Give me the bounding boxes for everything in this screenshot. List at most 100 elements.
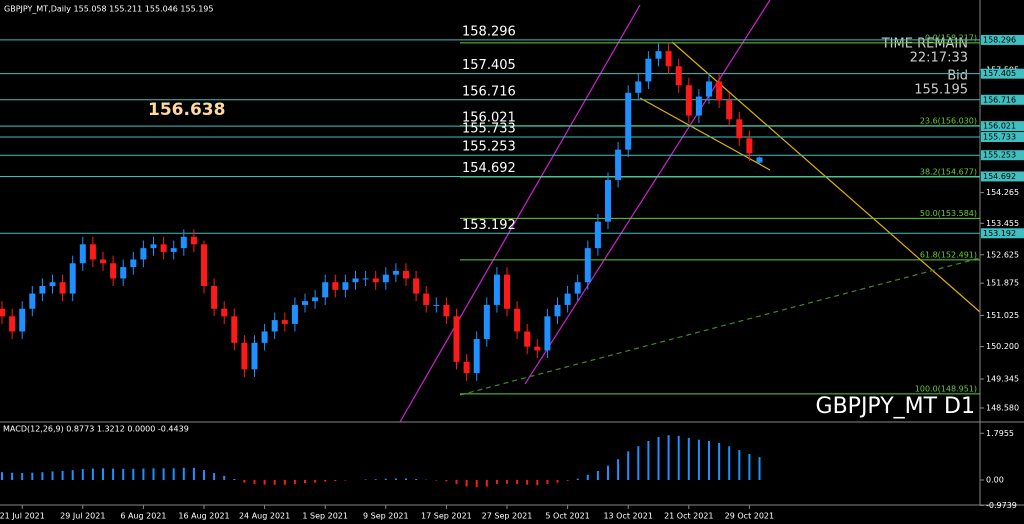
level-tag-label: 158.296 bbox=[983, 35, 1016, 44]
candle-body bbox=[140, 248, 147, 260]
candle-body bbox=[362, 278, 369, 280]
level-label: 153.192 bbox=[462, 218, 516, 233]
x-tick-label: 17 Sep 2021 bbox=[421, 512, 472, 521]
info-text: 155.195 bbox=[914, 83, 968, 98]
level-label: 157.405 bbox=[462, 58, 516, 73]
level-tag bbox=[981, 150, 1024, 161]
y-tick-label: 148.580 bbox=[986, 403, 1019, 412]
candle-body bbox=[736, 119, 743, 139]
y-tick-label: 149.345 bbox=[986, 375, 1019, 384]
x-tick-label: 27 Sep 2021 bbox=[482, 512, 533, 521]
candle-body bbox=[584, 248, 591, 283]
level-label: 155.733 bbox=[462, 122, 516, 137]
candle-body bbox=[312, 297, 319, 302]
candle-body bbox=[231, 316, 238, 343]
candle-body bbox=[110, 263, 117, 279]
level-tag bbox=[981, 34, 1024, 45]
annotation: 156.638 bbox=[148, 100, 225, 120]
candle-body bbox=[746, 138, 753, 154]
candle-body bbox=[473, 339, 480, 374]
level-tag bbox=[981, 171, 1024, 182]
candle-body bbox=[423, 293, 430, 305]
x-tick-label: 13 Oct 2021 bbox=[603, 512, 652, 521]
channel-line bbox=[524, 0, 771, 385]
x-tick-label: 9 Sep 2021 bbox=[363, 512, 409, 521]
candle-body bbox=[372, 278, 379, 283]
candle-body bbox=[190, 236, 197, 245]
y-tick-label: 152.625 bbox=[986, 250, 1019, 259]
candle-body bbox=[524, 331, 531, 347]
candle-body bbox=[493, 274, 500, 305]
candle-body bbox=[443, 304, 450, 317]
candle-body bbox=[332, 282, 339, 290]
candle-body bbox=[19, 308, 26, 332]
candle-body bbox=[150, 244, 157, 249]
y-tick-label: 153.455 bbox=[986, 219, 1019, 228]
channel-line bbox=[399, 4, 641, 423]
candle-body bbox=[69, 263, 76, 294]
candle-body bbox=[251, 342, 258, 370]
candle-body bbox=[706, 81, 712, 97]
candle-body bbox=[756, 157, 763, 163]
x-tick-label: 5 Oct 2021 bbox=[545, 512, 589, 521]
candle-body bbox=[514, 308, 521, 332]
x-tick-label: 24 Aug 2021 bbox=[239, 512, 290, 521]
candle-body bbox=[574, 282, 581, 294]
candle-body bbox=[564, 293, 571, 305]
level-tag bbox=[981, 68, 1024, 79]
level-label: 155.253 bbox=[462, 140, 516, 155]
fib-label: 38.2(154.677) bbox=[920, 168, 977, 177]
level-label: 158.296 bbox=[462, 24, 516, 39]
candle-body bbox=[291, 304, 298, 324]
macd-label: MACD(12,26,9) 0.8773 1.3212 0.0000 -0.44… bbox=[3, 425, 189, 434]
x-tick-label: 6 Aug 2021 bbox=[120, 512, 166, 521]
candle-body bbox=[675, 66, 682, 86]
candle-body bbox=[180, 236, 187, 249]
candle-body bbox=[403, 270, 409, 279]
candle-body bbox=[392, 270, 399, 275]
y-tick-label: 151.875 bbox=[986, 279, 1019, 288]
x-tick-label: 29 Jul 2021 bbox=[60, 512, 105, 521]
x-tick-label: 21 Jul 2021 bbox=[0, 512, 45, 521]
fib-label: 100.0(148.951) bbox=[915, 384, 977, 393]
level-label: 156.021 bbox=[462, 111, 516, 126]
candle-body bbox=[100, 259, 106, 264]
level-tag-label: 157.405 bbox=[983, 69, 1016, 78]
level-label: 156.716 bbox=[462, 84, 516, 99]
y-tick-label: 151.025 bbox=[986, 311, 1019, 320]
candle-body bbox=[170, 248, 177, 252]
level-tag-label: 156.021 bbox=[983, 122, 1016, 131]
candle-body bbox=[635, 81, 642, 93]
x-tick-label: 16 Aug 2021 bbox=[178, 512, 229, 521]
candle-body bbox=[695, 96, 702, 116]
candle-body bbox=[382, 274, 389, 283]
fib-label: 0.0(158.217) bbox=[925, 33, 977, 42]
candle-body bbox=[211, 286, 218, 309]
candle-body bbox=[241, 342, 248, 370]
candle-body bbox=[433, 304, 440, 306]
y-tick-label: 154.265 bbox=[986, 188, 1019, 197]
candle-body bbox=[49, 282, 56, 287]
candle-body bbox=[605, 179, 611, 222]
candle-body bbox=[89, 244, 96, 260]
fib-label: 61.8(152.491) bbox=[920, 250, 977, 259]
candle-body bbox=[342, 282, 349, 290]
level-tag bbox=[981, 228, 1024, 239]
candle-body bbox=[594, 221, 601, 249]
macd-tick-label: 0.00 bbox=[986, 476, 1004, 485]
candle-body bbox=[59, 282, 66, 294]
candle-body bbox=[463, 361, 470, 374]
trend-line bbox=[639, 97, 771, 171]
fib-label: 23.6(156.030) bbox=[920, 116, 977, 125]
fib-label: 50.0(153.584) bbox=[920, 209, 977, 218]
x-tick-label: 1 Sep 2021 bbox=[302, 512, 348, 521]
level-tag-label: 156.716 bbox=[983, 95, 1016, 104]
candle-body bbox=[0, 308, 5, 317]
candle-body bbox=[29, 293, 36, 309]
y-tick-label: 150.200 bbox=[986, 342, 1019, 351]
candle-body bbox=[625, 92, 632, 150]
x-tick-label: 21 Oct 2021 bbox=[664, 512, 713, 521]
level-tag-label: 155.733 bbox=[983, 133, 1016, 142]
